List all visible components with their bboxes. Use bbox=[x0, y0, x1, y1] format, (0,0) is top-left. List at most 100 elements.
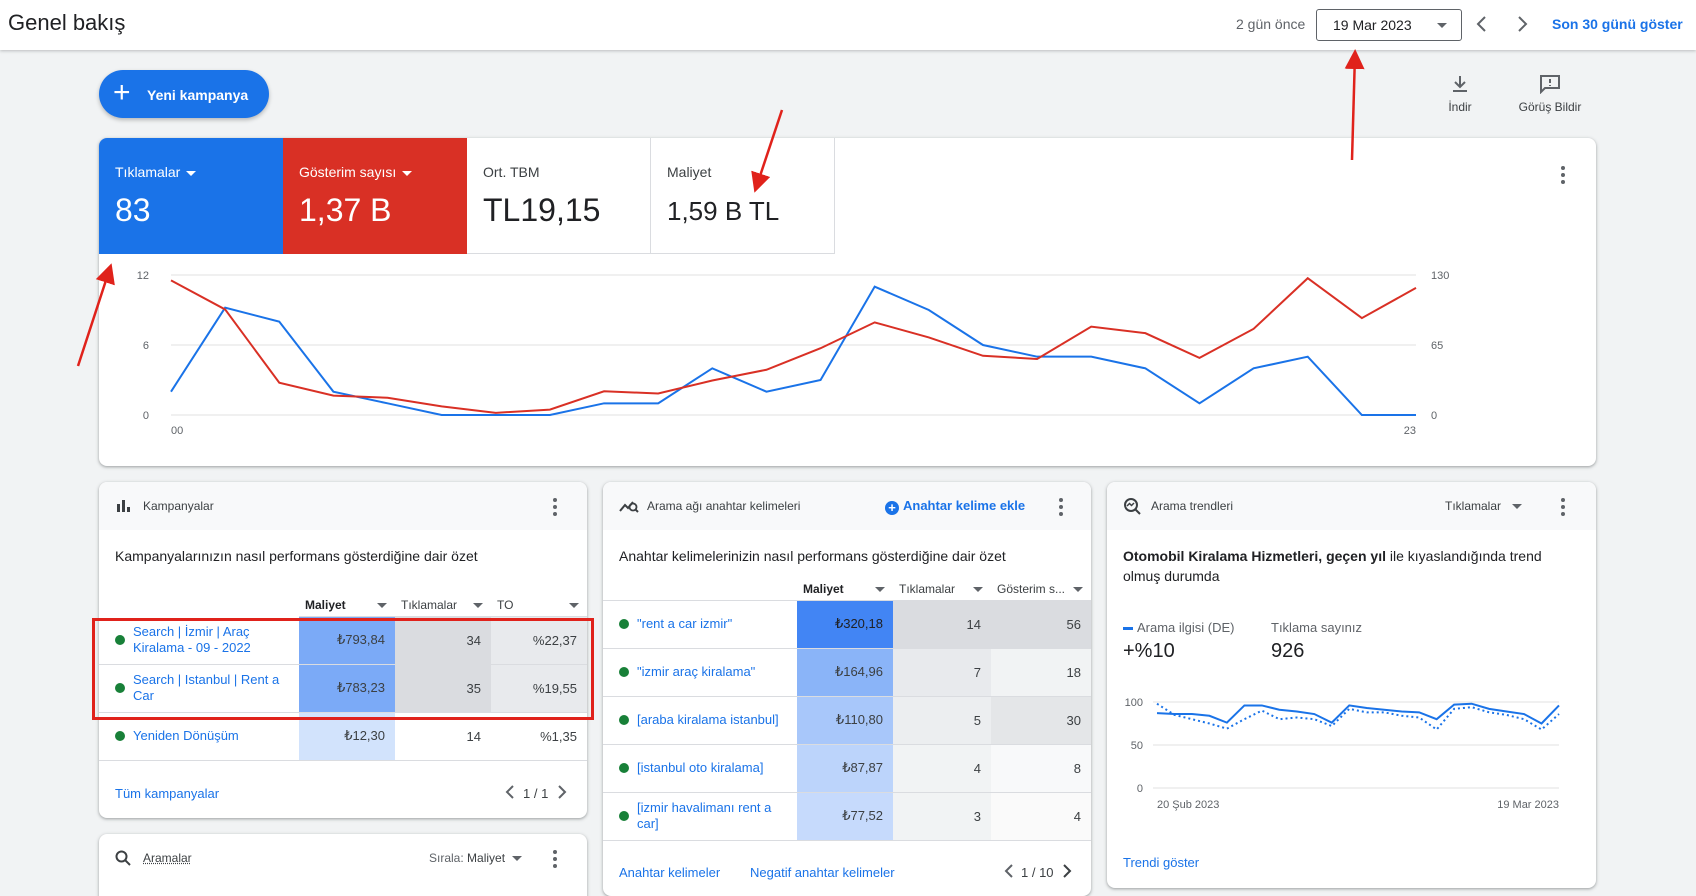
ctr-cell: %22,37 bbox=[491, 616, 587, 665]
sort-selector[interactable]: Sırala: Maliyet bbox=[429, 851, 523, 865]
caret-down-icon bbox=[875, 587, 885, 592]
feedback-button[interactable]: Görüş Bildir bbox=[1512, 74, 1588, 114]
chevron-right-icon[interactable] bbox=[1510, 12, 1534, 36]
table-row[interactable]: "rent a car izmir" ₺320,18 14 56 bbox=[603, 600, 1091, 649]
metric-impressions-name: Gösterim sayısı bbox=[299, 164, 397, 180]
keyword-name[interactable]: [araba kiralama istanbul] bbox=[603, 696, 797, 745]
series-line-left bbox=[170, 285, 1416, 416]
trend-search-icon bbox=[1124, 498, 1141, 515]
campaign-name[interactable]: Search | İzmir | Araç Kiralama - 09 - 20… bbox=[99, 616, 299, 665]
campaigns-table: Maliyet Tıklamalar TO Search | İzmir | A… bbox=[99, 594, 587, 761]
column-header-cost[interactable]: Maliyet bbox=[299, 594, 395, 617]
campaign-name[interactable]: Search | Istanbul | Rent a Car bbox=[99, 664, 299, 713]
search-icon bbox=[115, 850, 131, 866]
column-header-clicks[interactable]: Tıklamalar bbox=[395, 594, 491, 617]
chevron-left-icon[interactable] bbox=[505, 785, 515, 799]
trends-metric-selector[interactable]: Tıklamalar bbox=[1445, 499, 1523, 513]
table-header-row: Maliyet Tıklamalar TO bbox=[99, 594, 587, 617]
caret-down-icon bbox=[186, 170, 197, 176]
search-trends-card: Arama trendleri Tıklamalar Otomobil Kira… bbox=[1107, 482, 1596, 888]
more-options-icon[interactable] bbox=[553, 850, 559, 871]
cost-cell: ₺110,80 bbox=[797, 696, 893, 745]
cost-cell: ₺12,30 bbox=[299, 712, 395, 761]
metric-clicks[interactable]: Tıklamalar 83 bbox=[99, 138, 283, 254]
more-options-icon[interactable] bbox=[553, 498, 559, 519]
trends-card-header: Arama trendleri Tıklamalar bbox=[1107, 482, 1596, 530]
metric-cost-value: 1,59 B TL bbox=[667, 196, 780, 226]
keyword-name[interactable]: [istanbul oto kiralama] bbox=[603, 744, 797, 793]
campaign-name[interactable]: Yeniden Dönüşüm bbox=[99, 712, 299, 761]
trend-solid-line bbox=[1156, 702, 1560, 725]
date-picker[interactable]: 19 Mar 2023 bbox=[1316, 9, 1462, 41]
keywords-title: Arama ağı anahtar kelimeleri bbox=[647, 499, 801, 513]
table-row[interactable]: [istanbul oto kiralama] ₺87,87 4 8 bbox=[603, 744, 1091, 793]
download-button[interactable]: İndir bbox=[1440, 74, 1480, 114]
table-row[interactable]: Search | Istanbul | Rent a Car ₺783,23 3… bbox=[99, 664, 587, 713]
keyword-name-text: [araba kiralama istanbul] bbox=[637, 712, 779, 727]
feedback-icon bbox=[1540, 75, 1560, 94]
show-last-30-days-link[interactable]: Son 30 günü göster bbox=[1552, 16, 1683, 32]
column-header-ctr-label: TO bbox=[497, 597, 514, 612]
metric-impressions[interactable]: Gösterim sayısı 1,37 B bbox=[283, 138, 467, 254]
table-row[interactable]: [izmir havalimanı rent a car] ₺77,52 3 4 bbox=[603, 792, 1091, 841]
more-options-icon[interactable] bbox=[1059, 498, 1065, 519]
y-tick-label: 100 bbox=[1125, 697, 1143, 709]
table-row[interactable]: "izmir araç kiralama" ₺164,96 7 18 bbox=[603, 648, 1091, 697]
highlight-box bbox=[92, 618, 594, 720]
table-row[interactable]: [araba kiralama istanbul] ₺110,80 5 30 bbox=[603, 696, 1091, 745]
metric-avg-cpc[interactable]: Ort. TBM TL19,15 bbox=[467, 138, 651, 254]
keywords-pager: 1 / 10 bbox=[1021, 865, 1054, 880]
more-options-icon[interactable] bbox=[1561, 166, 1567, 187]
table-row[interactable]: Search | İzmir | Araç Kiralama - 09 - 20… bbox=[99, 616, 587, 665]
chevron-left-icon[interactable] bbox=[1470, 12, 1494, 36]
impressions-cell: 8 bbox=[991, 744, 1091, 793]
keyword-search-icon bbox=[619, 501, 639, 513]
column-header-clicks[interactable]: Tıklamalar bbox=[893, 578, 991, 601]
keyword-name[interactable]: "izmir araç kiralama" bbox=[603, 648, 797, 697]
chevron-right-icon[interactable] bbox=[1062, 864, 1072, 878]
keywords-table: Maliyet Tıklamalar Gösterim s... "rent a… bbox=[603, 578, 1091, 841]
search-interest-text: Arama ilgisi (DE) bbox=[1137, 620, 1235, 635]
new-campaign-label: Yeni kampanya bbox=[147, 87, 249, 103]
campaigns-pager: 1 / 1 bbox=[523, 786, 549, 801]
y-left-tick-label: 6 bbox=[143, 340, 149, 352]
chevron-left-icon[interactable] bbox=[1004, 864, 1014, 878]
trend-line-chart: 100 50 0 20 Şub 2023 19 Mar 2023 bbox=[1125, 697, 1560, 811]
y-left-tick-label: 0 bbox=[143, 410, 149, 422]
status-dot bbox=[619, 667, 629, 677]
column-header-impressions[interactable]: Gösterim s... bbox=[991, 578, 1091, 601]
cost-cell: ₺77,52 bbox=[797, 792, 893, 841]
search-interest-label: Arama ilgisi (DE) bbox=[1123, 620, 1235, 635]
y-right-tick-label: 0 bbox=[1431, 410, 1437, 422]
metric-cost[interactable]: Maliyet 1,59 B TL bbox=[651, 138, 835, 254]
clicks-cell: 14 bbox=[893, 600, 991, 649]
name-column-header bbox=[603, 578, 797, 601]
more-options-icon[interactable] bbox=[1561, 498, 1567, 519]
x-tick-label: 19 Mar 2023 bbox=[1497, 799, 1559, 811]
chevron-right-icon[interactable] bbox=[557, 785, 567, 799]
keyword-name[interactable]: "rent a car izmir" bbox=[603, 600, 797, 649]
add-keyword-link[interactable]: + Anahtar kelime ekle bbox=[885, 498, 1025, 515]
impressions-cell: 18 bbox=[991, 648, 1091, 697]
top-bar: Genel bakış 2 gün önce 19 Mar 2023 Son 3… bbox=[0, 0, 1696, 50]
column-header-ctr[interactable]: TO bbox=[491, 594, 587, 617]
trends-title: Arama trendleri bbox=[1151, 499, 1234, 513]
caret-down-icon bbox=[1512, 504, 1523, 510]
status-dot bbox=[619, 715, 629, 725]
column-header-cost[interactable]: Maliyet bbox=[797, 578, 893, 601]
status-dot bbox=[115, 731, 125, 741]
cost-cell: ₺783,23 bbox=[299, 664, 395, 713]
negative-keywords-link[interactable]: Negatif anahtar kelimeler bbox=[750, 865, 895, 880]
x-tick-label: 23 bbox=[1404, 425, 1416, 437]
table-row[interactable]: Yeniden Dönüşüm ₺12,30 14 %1,35 bbox=[99, 712, 587, 761]
new-campaign-button[interactable]: + Yeni kampanya bbox=[99, 70, 269, 118]
keywords-link[interactable]: Anahtar kelimeler bbox=[619, 865, 721, 880]
campaigns-summary: Kampanyalarınızın nasıl performans göste… bbox=[115, 548, 478, 564]
y-right-tick-label: 65 bbox=[1431, 340, 1443, 352]
show-trend-link[interactable]: Trendi göster bbox=[1123, 855, 1200, 870]
metric-clicks-value: 83 bbox=[115, 192, 151, 228]
all-campaigns-link[interactable]: Tüm kampanyalar bbox=[115, 786, 220, 801]
keyword-name[interactable]: [izmir havalimanı rent a car] bbox=[603, 792, 797, 841]
caret-down-icon bbox=[512, 856, 523, 862]
